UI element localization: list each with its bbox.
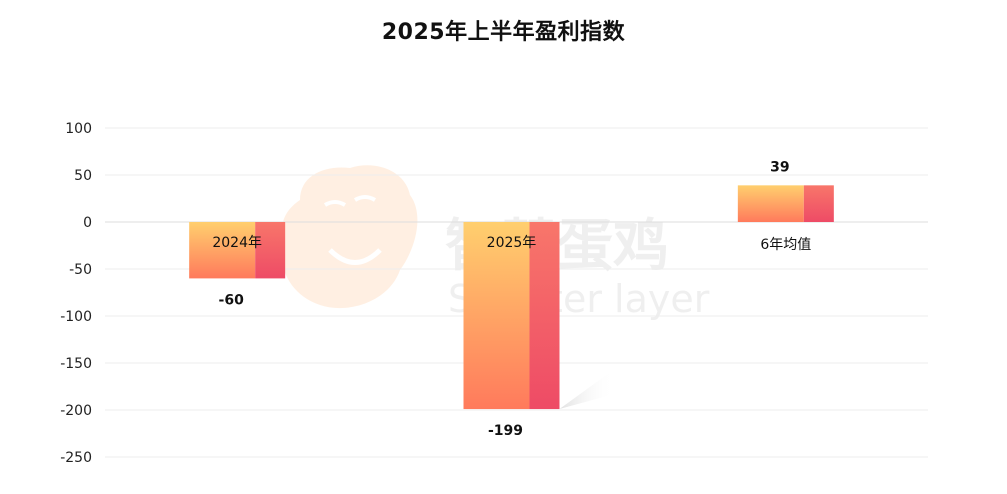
bar-front-1 [463,222,530,410]
y-tick-label-7: -250 [60,450,92,466]
data-label-1: -199 [488,423,523,439]
y-axis-ticks: 100 50 0 -50 -100 -150 -200 -250 [60,121,92,466]
bar-side-1 [529,222,560,410]
bar-side-2 [803,185,834,222]
bars [189,185,834,410]
category-label-2: 6年均值 [760,237,811,253]
y-tick-label-3: -50 [69,262,92,278]
category-label-1: 2025年 [487,235,537,251]
category-label-0: 2024年 [212,235,262,251]
bar-labels: 2024年 -60 2025年 -199 6年均值 39 [212,159,811,439]
bar-front-2 [737,185,804,222]
bar-shadow-1 [559,369,615,410]
y-tick-label-2: 0 [83,215,92,231]
bar-side-0 [255,222,286,279]
data-label-0: -60 [219,292,245,308]
chart-title: 2025年上半年盈利指数 [381,20,626,45]
data-label-2: 39 [770,159,789,175]
y-tick-label-4: -100 [60,309,92,325]
y-tick-label-5: -150 [60,356,92,372]
y-tick-label-0: 100 [65,121,92,137]
y-tick-label-1: 50 [74,168,92,184]
bar-front-0 [189,222,256,279]
y-tick-label-6: -200 [60,403,92,419]
